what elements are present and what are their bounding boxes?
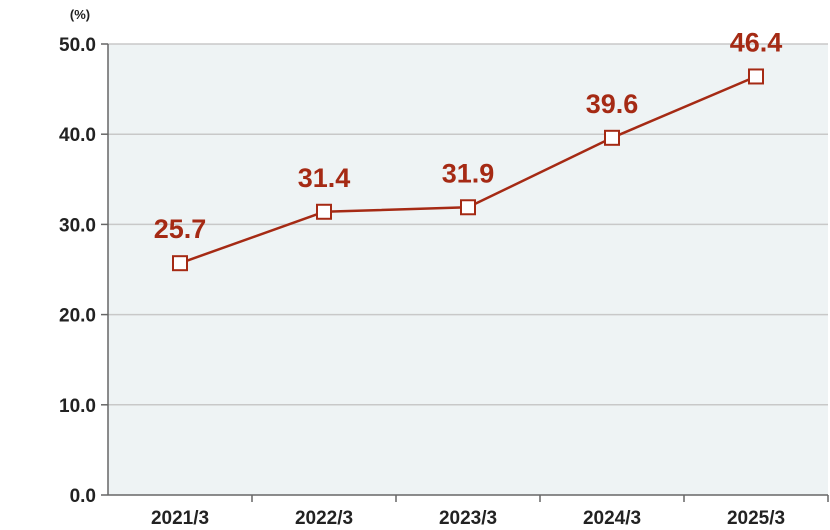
data-point-marker: [172, 255, 188, 272]
x-tick-label: 2021/3: [151, 508, 209, 529]
data-label: 39.6: [586, 89, 639, 119]
data-point-marker: [316, 203, 332, 220]
x-tick-label: 2023/3: [439, 508, 497, 529]
x-tick-label: 2025/3: [727, 508, 785, 529]
plot-area: [108, 44, 828, 495]
data-point-marker: [604, 129, 620, 146]
data-point-marker: [460, 199, 476, 216]
y-tick-label: 0.0: [70, 486, 96, 507]
y-tick-label: 40.0: [59, 125, 96, 146]
y-tick-label: 10.0: [59, 396, 96, 417]
axes: [107, 44, 829, 502]
y-tick-label: 30.0: [59, 215, 96, 236]
y-tick-labels: 0.0 10.0 20.0 30.0 40.0 50.0: [59, 35, 96, 507]
data-labels: 25.7 31.4 31.9 39.6 46.4: [154, 27, 783, 244]
data-label: 25.7: [154, 214, 207, 244]
gridlines: [101, 43, 828, 496]
x-tick-label: 2024/3: [583, 508, 641, 529]
y-tick-label: 50.0: [59, 35, 96, 56]
y-tick-label: 20.0: [59, 306, 96, 327]
x-tick-label: 2022/3: [295, 508, 353, 529]
data-label: 31.4: [298, 163, 351, 193]
x-tick-labels: 2021/3 2022/3 2023/3 2024/3 2025/3: [151, 508, 785, 529]
y-axis-unit-label: (%): [70, 7, 90, 22]
series-group: [172, 68, 764, 272]
data-label: 31.9: [442, 158, 495, 188]
data-label: 46.4: [730, 27, 783, 57]
data-point-marker: [748, 68, 764, 85]
